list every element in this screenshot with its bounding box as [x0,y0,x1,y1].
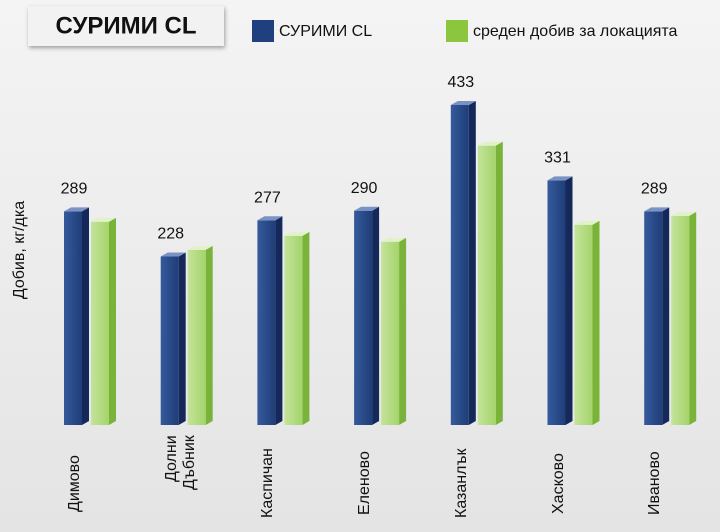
bar-front [574,224,593,425]
bar [644,207,670,425]
bar [64,207,89,425]
bar [257,216,283,425]
legend-swatch [446,20,468,42]
bar-side [468,101,476,425]
legend-label: среден добив за локацията [473,23,678,40]
bar [381,237,407,425]
bar [187,245,213,425]
bar-top [91,217,116,222]
bar-top [574,220,600,225]
bar-top [450,101,476,106]
value-label: 228 [157,226,184,243]
bar-side [662,207,670,425]
bar [671,211,697,425]
bar [574,220,600,425]
bar-top [160,252,186,257]
value-label: 277 [254,190,281,207]
value-label: 289 [61,181,88,198]
bar-side [178,252,186,425]
bar-side [689,211,697,425]
y-axis-label: Добив, кг/дка [11,201,28,299]
bar-side [205,245,213,425]
bar-side [302,231,310,425]
bar-side [565,176,573,425]
x-tick-label: Еленово [356,451,374,516]
x-tick-label: Димово [66,455,83,512]
bar-top [547,176,573,181]
legend-label: СУРИМИ CL [279,23,372,40]
bar-front [64,211,82,425]
bar-front [477,145,496,425]
chart-title: СУРИМИ CL [55,12,196,39]
bar-front [284,235,303,425]
bar-front [91,221,109,425]
bar-front [644,211,663,425]
bar [354,206,380,425]
bar-front [187,249,206,425]
bar-front [160,256,179,425]
value-label: 331 [544,150,571,167]
x-tick-label: Иваново [646,451,664,516]
bar-top [187,245,213,250]
bar-top [257,216,283,221]
bar-top [64,207,89,212]
bar-side [82,207,89,425]
bar [284,231,310,425]
bar-front [547,180,566,425]
value-label: 290 [351,180,378,197]
bar-top [354,206,380,211]
value-label: 289 [641,181,668,198]
bar-top [477,141,503,146]
bar-top [381,237,407,242]
bar-front [257,220,276,425]
x-tick-label: Долни Дъбник [162,435,198,490]
title-box [28,6,224,46]
bar-front [450,105,469,425]
bar [477,141,503,425]
bar-front [671,215,690,425]
bar-front [354,210,373,425]
bar-top [644,207,670,212]
x-tick-label: Казанлък [452,448,470,519]
bar-side [275,216,283,425]
bar-side [372,206,380,425]
value-label: 433 [447,74,474,91]
bar-front [381,241,400,425]
bar [91,217,116,425]
bar [547,176,573,425]
bar-side [399,237,407,425]
bar-top [284,231,310,236]
bar-side [109,217,116,425]
bar-top [671,211,697,216]
bar-side [495,141,503,425]
bar [160,252,186,425]
bar-side [592,220,600,425]
legend-swatch [252,20,274,42]
bar [450,101,476,425]
x-tick-label: Каспичан [259,448,277,519]
x-tick-label: Хасково [549,453,567,514]
